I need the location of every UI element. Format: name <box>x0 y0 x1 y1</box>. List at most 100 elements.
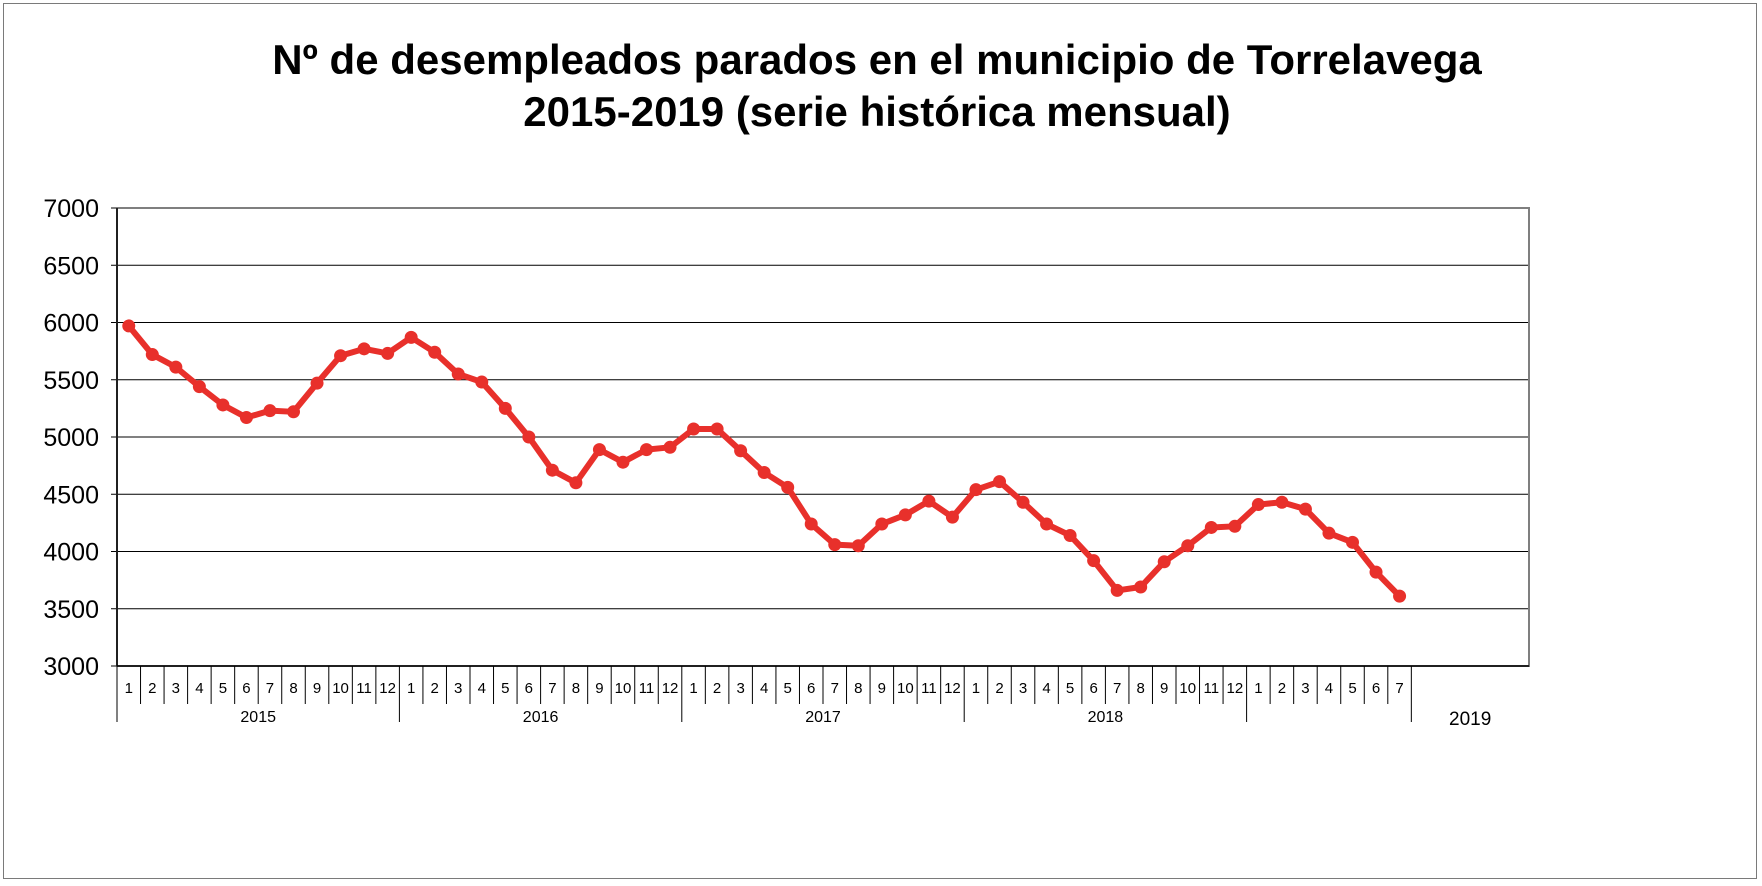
x-tick-label: 1 <box>689 680 697 697</box>
x-tick-label: 1 <box>972 680 980 697</box>
data-point <box>451 367 465 381</box>
x-tick-label: 2 <box>1278 680 1286 697</box>
x-tick-label: 3 <box>1019 680 1027 697</box>
x-year-label: 2019 <box>1449 709 1491 730</box>
data-point <box>545 463 559 477</box>
data-point <box>1134 580 1148 594</box>
series-line <box>125 322 1403 600</box>
y-tick-label: 7000 <box>43 195 99 223</box>
data-point <box>1393 589 1407 603</box>
x-tick-label: 5 <box>219 680 227 697</box>
data-point <box>1228 519 1242 533</box>
data-point <box>1087 554 1101 568</box>
data-point <box>216 398 230 412</box>
x-tick-label: 7 <box>831 680 839 697</box>
x-tick-label: 10 <box>332 680 349 697</box>
y-tick-label: 6000 <box>43 310 99 338</box>
data-point <box>1157 555 1171 569</box>
x-tick-label: 9 <box>313 680 321 697</box>
data-point <box>357 342 371 356</box>
data-point <box>898 508 912 522</box>
data-point <box>381 346 395 360</box>
data-point <box>875 517 889 531</box>
data-point <box>804 517 818 531</box>
data-point <box>569 476 583 490</box>
data-point <box>828 538 842 552</box>
data-point <box>334 349 348 363</box>
data-point <box>993 475 1006 489</box>
data-point <box>145 348 159 362</box>
x-tick-label: 4 <box>195 680 203 697</box>
data-point <box>263 404 277 418</box>
data-point <box>122 319 136 333</box>
x-tick-label: 1 <box>125 680 133 697</box>
x-tick-label: 8 <box>854 680 862 697</box>
x-tick-label: 5 <box>784 680 792 697</box>
data-point <box>1016 495 1030 509</box>
x-tick-label: 4 <box>1042 680 1050 697</box>
x-tick-label: 12 <box>379 680 396 697</box>
x-tick-label: 8 <box>1137 680 1145 697</box>
data-point <box>1275 495 1289 509</box>
chart-title-line-2: 2015-2019 (serie histórica mensual) <box>523 88 1231 135</box>
x-tick-label: 2 <box>995 680 1003 697</box>
x-tick-label: 10 <box>615 680 632 697</box>
x-tick-label: 11 <box>639 680 655 697</box>
x-tick-label: 12 <box>662 680 679 697</box>
x-tick-label: 11 <box>356 680 372 697</box>
x-tick-label: 6 <box>1372 680 1380 697</box>
chart-frame <box>3 3 1757 879</box>
x-tick-label: 9 <box>878 680 886 697</box>
x-tick-label: 3 <box>1301 680 1309 697</box>
data-point <box>781 480 795 494</box>
x-tick-label: 5 <box>1348 680 1356 697</box>
data-point <box>757 465 771 479</box>
data-point <box>1251 498 1265 512</box>
y-tick-label: 3500 <box>43 596 99 624</box>
data-point <box>663 440 677 454</box>
data-point <box>1346 535 1359 549</box>
x-tick-label: 12 <box>944 680 961 697</box>
x-tick-label: 10 <box>1179 680 1196 697</box>
data-point <box>945 510 959 524</box>
data-point <box>192 380 206 394</box>
data-point <box>404 330 418 344</box>
data-point <box>169 360 183 374</box>
data-point <box>851 539 865 553</box>
data-point <box>1110 583 1124 597</box>
x-tick-label: 5 <box>1066 680 1074 697</box>
data-point <box>475 375 489 389</box>
x-tick-label: 1 <box>1254 680 1262 697</box>
data-point <box>616 455 630 469</box>
data-point <box>522 430 536 444</box>
data-point <box>239 411 253 425</box>
x-tick-label: 2 <box>148 680 156 697</box>
x-tick-label: 1 <box>407 680 415 697</box>
y-tick-label: 4000 <box>43 539 99 567</box>
y-tick-label: 5000 <box>43 424 99 452</box>
x-tick-label: 3 <box>736 680 744 697</box>
x-tick-label: 11 <box>921 680 937 697</box>
x-tick-label: 10 <box>897 680 914 697</box>
data-point <box>687 422 701 436</box>
x-tick-label: 8 <box>289 680 297 697</box>
x-tick-label: 3 <box>454 680 462 697</box>
x-tick-label: 4 <box>1325 680 1333 697</box>
x-tick-label: 11 <box>1204 680 1220 697</box>
x-tick-label: 6 <box>1089 680 1097 697</box>
chart-title-line-1: Nº de desempleados parados en el municip… <box>272 36 1482 83</box>
x-year-label: 2017 <box>805 709 841 726</box>
x-tick-label: 7 <box>548 680 556 697</box>
data-point <box>922 494 936 508</box>
data-point <box>1181 539 1195 553</box>
data-point <box>592 443 606 457</box>
x-tick-label: 6 <box>807 680 815 697</box>
x-tick-label: 7 <box>1395 680 1403 697</box>
data-point <box>1040 517 1054 531</box>
data-point <box>498 401 512 415</box>
x-tick-label: 6 <box>525 680 533 697</box>
y-tick-label: 4500 <box>43 481 99 509</box>
x-tick-label: 12 <box>1226 680 1243 697</box>
x-year-label: 2018 <box>1088 709 1124 726</box>
